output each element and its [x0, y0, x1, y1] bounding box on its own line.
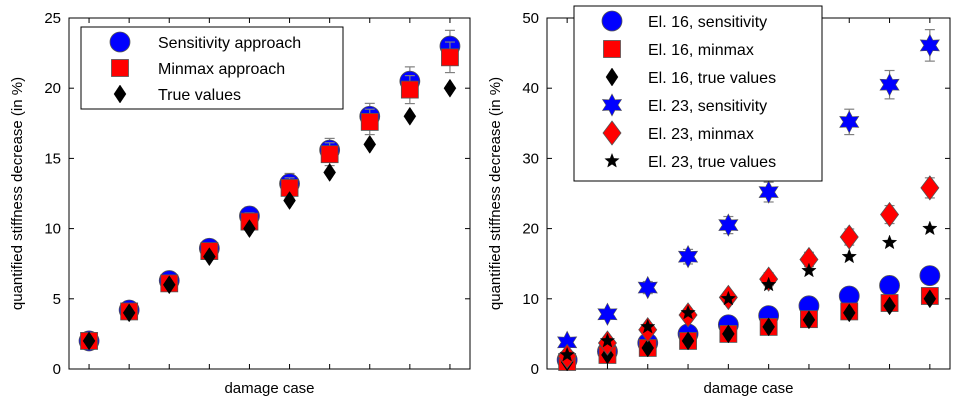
data-point [641, 338, 655, 358]
data-point [403, 106, 417, 126]
legend-label: El. 23, true values [648, 154, 776, 171]
data-point [363, 134, 377, 154]
data-point [559, 346, 575, 362]
legend-label: Sensitivity approach [158, 35, 301, 52]
legend-marker [601, 93, 623, 117]
legend-marker [602, 120, 622, 146]
x-axis-label: damage case [703, 380, 793, 397]
legend-marker [605, 67, 619, 87]
legend-marker [113, 84, 127, 104]
data-point [283, 191, 296, 210]
y-tick-label: 20 [44, 80, 61, 97]
series-3 [82, 78, 457, 351]
data-point [677, 245, 699, 269]
y-tick-label: 25 [44, 10, 61, 27]
y-tick-label: 50 [522, 10, 539, 27]
data-point [718, 213, 739, 237]
data-point [758, 180, 779, 204]
data-point [883, 296, 896, 316]
series-6 [559, 220, 938, 362]
data-point [597, 302, 618, 326]
legend-label: El. 16, minmax [648, 42, 754, 59]
data-point [842, 303, 856, 323]
data-point [920, 175, 940, 201]
y-tick-label: 20 [522, 221, 539, 238]
data-point [680, 304, 696, 320]
data-point [722, 324, 735, 344]
data-point [640, 318, 656, 334]
y-tick-label: 10 [44, 221, 61, 238]
data-point [841, 248, 857, 264]
x-axis-label: damage case [224, 380, 314, 397]
data-point [839, 110, 860, 134]
y-tick-label: 30 [522, 150, 539, 167]
data-point [922, 220, 938, 236]
data-point [637, 275, 658, 300]
y-tick-label: 15 [44, 150, 61, 167]
legend-marker [603, 40, 621, 58]
data-point [879, 275, 900, 296]
y-axis-label: quantified stiffness decrease (in %) [487, 77, 504, 310]
legend-label: El. 16, sensitivity [648, 14, 767, 31]
legend: El. 16, sensitivity El. 16, minmax El. 16,… [573, 5, 823, 182]
legend-marker [109, 31, 131, 53]
legend-label: Minmax approach [158, 61, 285, 78]
y-axis-label: quantified stiffness decrease (in %) [9, 77, 26, 310]
data-point [801, 262, 817, 278]
data-point [599, 332, 616, 348]
data-point [443, 78, 457, 98]
data-point [441, 48, 459, 67]
data-point [320, 145, 339, 164]
legend-label: True values [158, 87, 241, 104]
data-point [919, 265, 941, 287]
data-point [681, 331, 695, 351]
left-chart: 0 5 10 15 20 25 damage case quantified stiffnes… [9, 10, 471, 397]
data-point [122, 303, 136, 323]
legend-marker [601, 10, 623, 32]
legend-label: El. 23, sensitivity [648, 98, 767, 115]
right-chart: 0 10 20 30 40 50 damage case quantified stiffne… [487, 5, 951, 397]
legend-label: El. 23, minmax [648, 126, 754, 143]
y-tick-label: 0 [53, 361, 61, 378]
data-point [802, 310, 816, 330]
data-point [82, 331, 96, 351]
data-point [720, 290, 737, 306]
y-tick-label: 0 [531, 361, 539, 378]
legend: Sensitivity approach Minmax approach True … [80, 26, 344, 110]
legend-label: El. 16, true values [648, 70, 776, 87]
data-point [880, 201, 900, 228]
data-point [919, 33, 940, 58]
y-tick-label: 40 [522, 80, 539, 97]
legend-box [573, 5, 823, 182]
data-point [400, 80, 419, 99]
y-tick-label: 10 [522, 291, 539, 308]
legend-marker [111, 59, 129, 77]
data-point [881, 234, 898, 250]
y-tick-label: 5 [53, 291, 61, 308]
legend-marker [604, 152, 620, 168]
data-point [760, 276, 777, 292]
data-point [360, 112, 379, 131]
data-point [203, 247, 216, 267]
data-point [162, 275, 176, 295]
data-point [243, 219, 256, 239]
data-point [923, 289, 937, 309]
data-point [879, 73, 900, 97]
data-point [323, 162, 336, 182]
data-point [762, 317, 775, 337]
